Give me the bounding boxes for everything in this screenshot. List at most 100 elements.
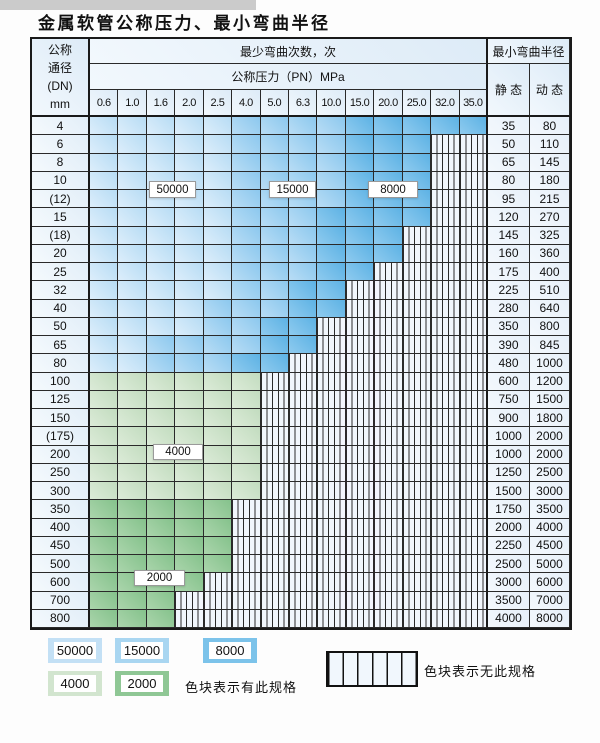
spec-cell	[203, 117, 233, 136]
spec-cell	[374, 536, 403, 555]
spec-cell	[90, 591, 119, 610]
spec-cell	[345, 591, 375, 610]
spec-cell	[118, 409, 147, 428]
band-label-50000: 50000	[149, 181, 196, 198]
spec-cell	[90, 573, 119, 592]
dynamic-value: 8000	[530, 609, 570, 628]
spec-cell	[232, 445, 261, 464]
dynamic-value: 180	[530, 171, 570, 190]
dn-cell: 4	[32, 117, 90, 136]
spec-cell	[317, 555, 346, 574]
spec-cell	[90, 281, 119, 300]
spec-cell	[90, 555, 119, 574]
spec-cell	[146, 299, 176, 318]
spec-cell	[431, 153, 460, 172]
spec-cell	[118, 226, 147, 245]
dn-cell: 450	[32, 536, 90, 555]
dynamic-value: 3500	[530, 500, 570, 519]
spec-cell	[431, 591, 460, 610]
pressure-tick-25.0: 25.0	[402, 90, 432, 117]
spec-cell	[345, 409, 375, 428]
spec-cell	[345, 482, 375, 501]
spec-cell	[90, 372, 119, 391]
spec-cell	[260, 536, 289, 555]
spec-cell	[459, 135, 488, 154]
spec-cell	[431, 409, 460, 428]
spec-cell	[203, 390, 233, 409]
legend-no-spec-note: 色块表示无此规格	[424, 664, 537, 679]
spec-cell	[289, 482, 318, 501]
spec-cell	[459, 409, 488, 428]
spec-cell	[431, 299, 460, 318]
spec-cell	[374, 427, 403, 446]
spec-cell	[317, 208, 346, 227]
spec-cell	[402, 208, 432, 227]
spec-cell	[459, 190, 488, 209]
spec-cell	[374, 390, 403, 409]
spec-cell	[459, 555, 488, 574]
spec-cell	[118, 117, 147, 136]
spec-cell	[459, 226, 488, 245]
spec-cell	[118, 354, 147, 373]
spec-cell	[317, 482, 346, 501]
spec-cell	[118, 555, 147, 574]
spec-cell	[431, 171, 460, 190]
spec-cell	[118, 171, 147, 190]
spec-cell	[402, 281, 432, 300]
dn-cell: 50	[32, 317, 90, 336]
dynamic-value: 800	[530, 317, 570, 336]
dn-cell: 400	[32, 518, 90, 537]
spec-cell	[90, 427, 119, 446]
spec-cell	[289, 609, 318, 628]
spec-cell	[459, 117, 488, 136]
spec-cell	[345, 336, 375, 355]
spec-cell	[90, 500, 119, 519]
legend-chip-4000: 4000	[48, 671, 102, 696]
dn-cell: 8	[32, 153, 90, 172]
spec-cell	[146, 390, 176, 409]
dynamic-value: 6000	[530, 573, 570, 592]
spec-cell	[459, 208, 488, 227]
spec-cell	[203, 518, 233, 537]
spec-cell	[260, 518, 289, 537]
spec-cell	[289, 354, 318, 373]
spec-cell	[232, 372, 261, 391]
spec-cell	[431, 263, 460, 282]
spec-cell	[90, 244, 119, 263]
spec-cell	[118, 372, 147, 391]
spec-cell	[175, 609, 204, 628]
spec-cell	[289, 372, 318, 391]
spec-cell	[459, 263, 488, 282]
dynamic-value: 640	[530, 299, 570, 318]
spec-cell	[317, 536, 346, 555]
spec-cell	[175, 482, 204, 501]
spec-cell	[203, 354, 233, 373]
spec-cell	[459, 153, 488, 172]
spec-cell	[203, 427, 233, 446]
spec-cell	[431, 518, 460, 537]
spec-cell	[175, 555, 204, 574]
spec-cell	[232, 117, 261, 136]
spec-cell	[289, 244, 318, 263]
spec-cell	[345, 281, 375, 300]
spec-cell	[146, 354, 176, 373]
spec-cell	[118, 463, 147, 482]
spec-cell	[402, 427, 432, 446]
spec-cell	[374, 445, 403, 464]
spec-cell	[260, 117, 289, 136]
top-gray-strip	[0, 0, 256, 10]
spec-cell	[118, 299, 147, 318]
spec-cell	[232, 153, 261, 172]
spec-cell	[289, 427, 318, 446]
spec-cell	[260, 591, 289, 610]
spec-cell	[232, 281, 261, 300]
dynamic-value: 270	[530, 208, 570, 227]
spec-cell	[232, 482, 261, 501]
spec-cell	[431, 390, 460, 409]
spec-cell	[317, 463, 346, 482]
dn-column-header: 公称 通径 (DN) mm	[32, 39, 90, 117]
spec-cell	[431, 208, 460, 227]
spec-cell	[118, 135, 147, 154]
spec-cell	[431, 135, 460, 154]
spec-cell	[431, 609, 460, 628]
